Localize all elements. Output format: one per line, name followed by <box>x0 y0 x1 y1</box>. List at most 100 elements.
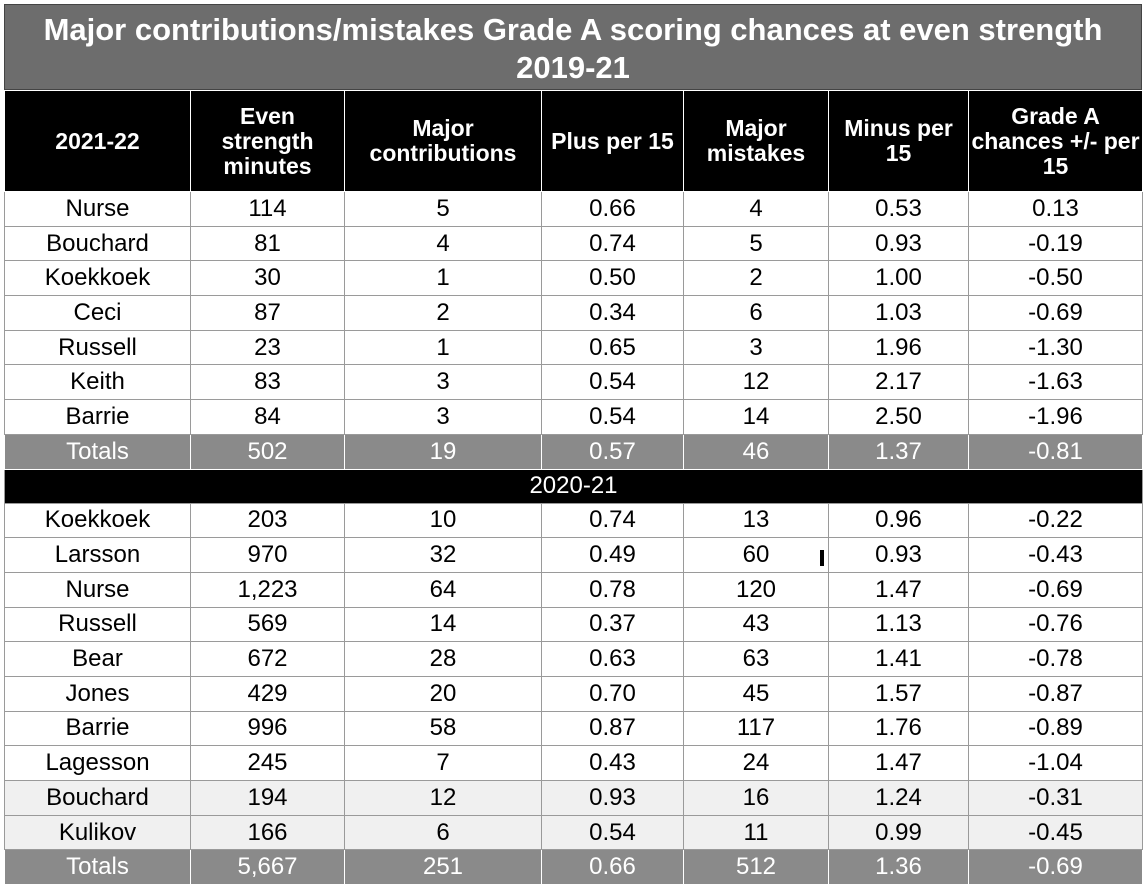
table-cell: Keith <box>4 364 191 401</box>
table-cell: 5 <box>344 191 542 227</box>
table-cell: 0.99 <box>828 814 969 851</box>
table-cell: 0.50 <box>541 260 684 297</box>
table-cell: 1.47 <box>828 745 969 781</box>
table-cell: -0.43 <box>968 537 1143 573</box>
table-cell: -1.96 <box>968 399 1143 435</box>
table-cell: 2 <box>683 260 829 297</box>
table-cell: Lagesson <box>4 745 191 781</box>
table-cell: 970 <box>190 537 345 573</box>
table-cell: 11 <box>683 814 829 851</box>
section-header-row: 2020-21 <box>4 468 1143 504</box>
column-header: Major contributions <box>344 90 542 192</box>
table-cell: 7 <box>344 745 542 781</box>
table-cell: Russell <box>4 606 191 643</box>
table-cell: 83 <box>190 364 345 401</box>
table-cell: Totals <box>4 433 191 470</box>
table-cell: 0.37 <box>541 606 684 643</box>
table-cell: 0.93 <box>828 537 969 573</box>
table-cell: 0.49 <box>541 537 684 573</box>
table-row: Keith 83 3 0.54 12 2.17 -1.63 <box>4 364 1143 401</box>
column-header: Plus per 15 <box>541 90 684 192</box>
table-row: Russell 23 1 0.65 3 1.96 -1.30 <box>4 329 1143 366</box>
table-cell: 4 <box>344 225 542 262</box>
table-cell: 0.34 <box>541 295 684 331</box>
column-header: 2021-22 <box>4 90 191 192</box>
table-cell: 1.00 <box>828 260 969 297</box>
table-cell: 203 <box>190 502 345 539</box>
table-row: Kulikov 166 6 0.54 11 0.99 -0.45 <box>4 814 1143 851</box>
column-header: Even strength minutes <box>190 90 345 192</box>
table-cell: -0.19 <box>968 225 1143 262</box>
table-cell: -1.63 <box>968 364 1143 401</box>
table-cell: 20 <box>344 675 542 712</box>
table-cell: 1.41 <box>828 641 969 677</box>
table-cell: Larsson <box>4 537 191 573</box>
table-cell: 30 <box>190 260 345 297</box>
table-cell: 1.47 <box>828 571 969 608</box>
table-row: Koekkoek 203 10 0.74 13 0.96 -0.22 <box>4 502 1143 539</box>
table-cell: 6 <box>683 295 829 331</box>
table-cell: 87 <box>190 295 345 331</box>
table-cell: 0.54 <box>541 814 684 851</box>
table-cell: Koekkoek <box>4 502 191 539</box>
table-cell: 0.66 <box>541 191 684 227</box>
column-header: Minus per 15 <box>828 90 969 192</box>
table-row: Barrie 84 3 0.54 14 2.50 -1.96 <box>4 399 1143 435</box>
table-cell: 245 <box>190 745 345 781</box>
table-row: Ceci 87 2 0.34 6 1.03 -0.69 <box>4 295 1143 331</box>
table-cell: -0.31 <box>968 780 1143 816</box>
table-body: Nurse 114 5 0.66 4 0.53 0.13 Bouchard 81 4 0.74 5 0.… <box>4 191 1143 886</box>
column-header: Major mistakes <box>683 90 829 192</box>
column-header: Grade A chances +/- per 15 <box>968 90 1143 192</box>
table-cell: Nurse <box>4 191 191 227</box>
table-cell: 114 <box>190 191 345 227</box>
table-cell: 4 <box>683 191 829 227</box>
table-cell: Barrie <box>4 710 191 747</box>
table-cell: 28 <box>344 641 542 677</box>
table-row: Bouchard 194 12 0.93 16 1.24 -0.31 <box>4 780 1143 816</box>
table-row: Barrie 996 58 0.87 117 1.76 -0.89 <box>4 710 1143 747</box>
table-cell: 23 <box>190 329 345 366</box>
table-cell: 0.65 <box>541 329 684 366</box>
chart-title: Major contributions/mistakes Grade A sco… <box>4 4 1142 90</box>
table-cell: 81 <box>190 225 345 262</box>
table-cell: Barrie <box>4 399 191 435</box>
table-cell: -0.45 <box>968 814 1143 851</box>
table-cell: 5 <box>683 225 829 262</box>
table-row: Larsson 970 32 0.49 60 0.93 -0.43 <box>4 537 1143 573</box>
table-cell: 502 <box>190 433 345 470</box>
table-cell: 1.76 <box>828 710 969 747</box>
table-cell: 1.57 <box>828 675 969 712</box>
table-cell: 1.36 <box>828 849 969 886</box>
table-cell: 512 <box>683 849 829 886</box>
table-cell: 6 <box>344 814 542 851</box>
table-cell: Kulikov <box>4 814 191 851</box>
table-cell: 16 <box>683 780 829 816</box>
table-row: Bear 672 28 0.63 63 1.41 -0.78 <box>4 641 1143 677</box>
table-cell: 0.54 <box>541 364 684 401</box>
table-container: Major contributions/mistakes Grade A sco… <box>4 4 1143 886</box>
table-cell: 0.57 <box>541 433 684 470</box>
table-cell: Bouchard <box>4 225 191 262</box>
table-row: Bouchard 81 4 0.74 5 0.93 -0.19 <box>4 225 1143 262</box>
table-cell: -0.22 <box>968 502 1143 539</box>
table-cell: 14 <box>344 606 542 643</box>
table-cell: 0.74 <box>541 225 684 262</box>
table-cell: 46 <box>683 433 829 470</box>
table-cell: 3 <box>344 399 542 435</box>
table-cell: 84 <box>190 399 345 435</box>
section-label: 2020-21 <box>4 468 1143 504</box>
table-cell: 672 <box>190 641 345 677</box>
header-row: 2021-22 Even strength minutes Major contri… <box>4 90 1143 192</box>
table-cell: 2 <box>344 295 542 331</box>
table-cell: 0.43 <box>541 745 684 781</box>
table-cell: Koekkoek <box>4 260 191 297</box>
table-cell: 120 <box>683 571 829 608</box>
table-cell: 12 <box>344 780 542 816</box>
table-cell: 194 <box>190 780 345 816</box>
table-cell: 0.87 <box>541 710 684 747</box>
table-cell: 0.93 <box>828 225 969 262</box>
table-cell: 117 <box>683 710 829 747</box>
table-cell: -0.50 <box>968 260 1143 297</box>
table-cell: -1.04 <box>968 745 1143 781</box>
